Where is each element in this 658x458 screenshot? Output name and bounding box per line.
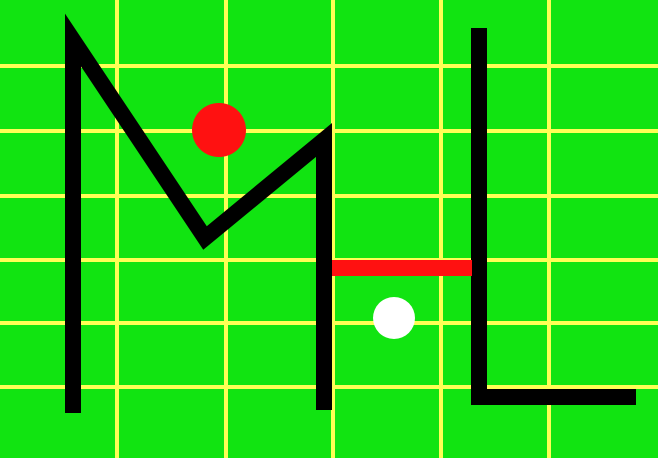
red-dot (192, 103, 246, 157)
red-bar (332, 260, 472, 276)
letter-l-stroke (471, 28, 636, 405)
letter-m-stroke (65, 13, 332, 413)
white-dot (373, 297, 415, 339)
